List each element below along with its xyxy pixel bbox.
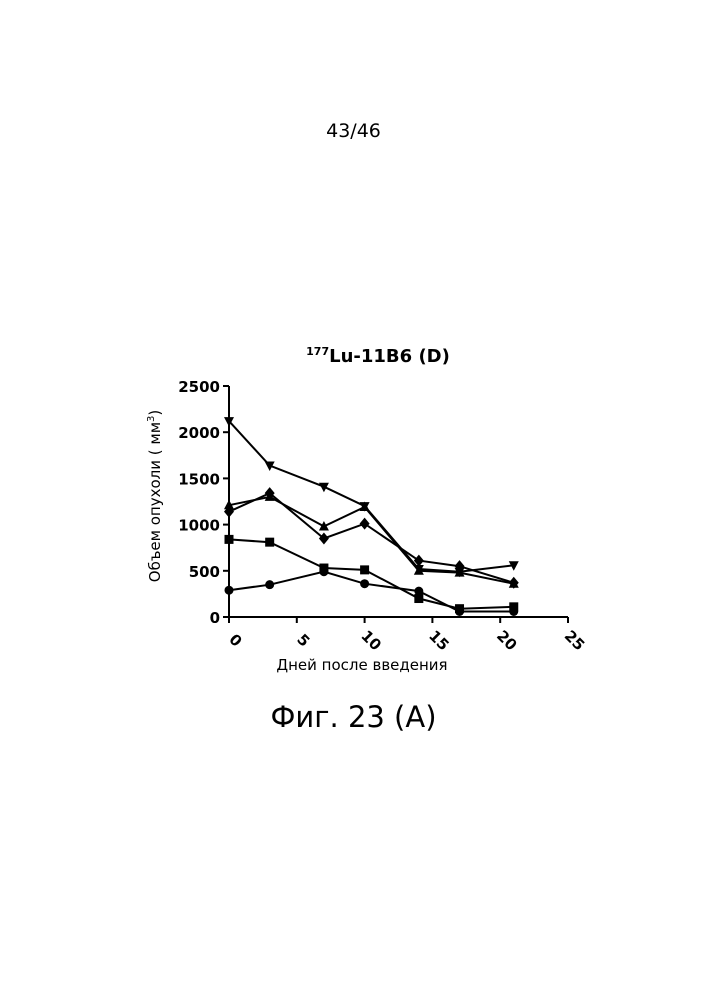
y-axis-label-main: Объем опухоли ( мм	[146, 422, 164, 582]
y-tick-label: 0	[210, 609, 220, 627]
series-line	[229, 572, 514, 612]
y-tick-label: 500	[189, 563, 220, 581]
chart-title-superscript: 177	[306, 345, 329, 358]
x-axis-label: Дней после введения	[276, 656, 447, 674]
data-point	[360, 579, 369, 588]
data-point	[360, 565, 369, 574]
x-tick-label: 25	[561, 627, 588, 654]
y-tick-label: 2000	[178, 424, 220, 442]
tumor-volume-chart: 177Lu-11B6 (D) 0 500 1000 1500 2000 2500 0 5 10 1…	[0, 0, 707, 700]
x-tick-label: 10	[357, 627, 384, 654]
x-tick-label: 20	[493, 627, 520, 654]
data-point	[455, 604, 464, 613]
figure-caption: Фиг. 23 (A)	[0, 700, 707, 734]
data-point	[265, 538, 274, 547]
y-axis-label-end: )	[146, 410, 164, 416]
data-point	[319, 564, 328, 573]
data-point	[509, 602, 518, 611]
chart-title-main: Lu-11B6 (D)	[329, 346, 450, 367]
data-point	[360, 518, 370, 530]
x-tick-label: 15	[425, 627, 452, 654]
x-tick-label: 0	[225, 630, 245, 650]
x-tick-label: 5	[293, 630, 313, 650]
chart-axes: 0 500 1000 1500 2000 2500 0 5 10 15 20 25	[178, 378, 588, 654]
y-tick-label: 1000	[178, 517, 220, 535]
y-axis-label: Объем опухоли ( мм3)	[146, 410, 164, 582]
data-point	[319, 532, 329, 544]
chart-series	[224, 417, 519, 616]
data-point	[414, 594, 423, 603]
series-square	[225, 535, 519, 613]
y-tick-label: 1500	[178, 470, 220, 488]
data-point	[265, 580, 274, 589]
y-tick-label: 2500	[178, 378, 220, 396]
data-point	[225, 586, 234, 595]
data-point	[225, 535, 234, 544]
chart-title: 177Lu-11B6 (D)	[306, 345, 450, 367]
